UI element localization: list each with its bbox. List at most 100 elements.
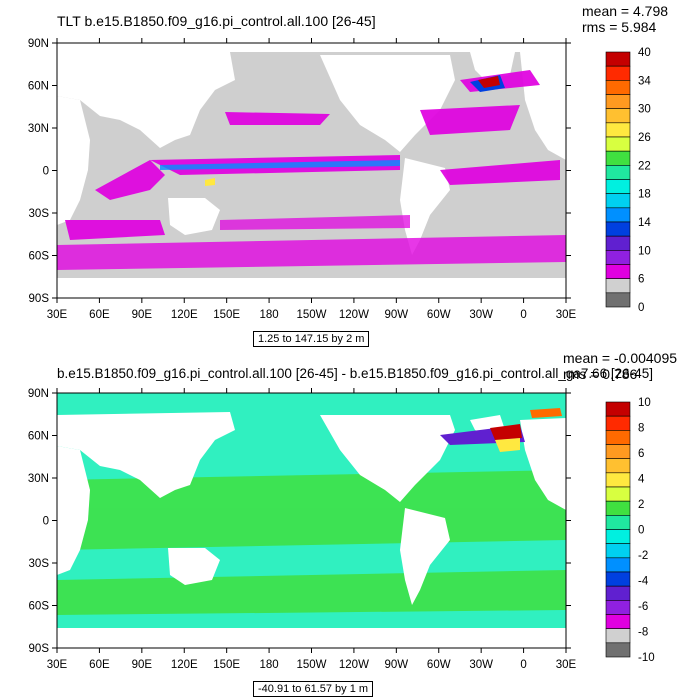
colorbar-swatch (605, 264, 631, 279)
colorbar-swatch (605, 108, 631, 124)
colorbar-swatch (605, 557, 631, 573)
lat-tick-label: 30N (28, 473, 49, 485)
lat-tick-label: 30S (29, 558, 50, 570)
panel1-hotspots (160, 75, 505, 186)
colorbar-swatch (605, 51, 631, 67)
colorbar-label: 14 (638, 217, 651, 229)
lon-tick-label: 30E (556, 659, 577, 671)
lon-tick-label: 120E (171, 309, 198, 321)
colorbar-swatch (605, 458, 631, 474)
lon-tick-label: 60E (89, 309, 110, 321)
colorbar-label: -2 (638, 550, 648, 562)
lon-tick-label: 150W (296, 659, 326, 671)
lat-tick-label: 0 (43, 516, 49, 528)
lon-tick-label: 60E (89, 659, 110, 671)
lon-tick-label: 120E (171, 659, 198, 671)
lat-tick-label: 0 (43, 166, 49, 178)
lat-tick-label: 60N (28, 81, 49, 93)
colorbar-label: 10 (638, 245, 651, 257)
colorbar-swatch (605, 165, 631, 180)
lon-tick-label: 90E (132, 659, 153, 671)
lon-tick-label: 0 (520, 309, 526, 321)
lat-tick-label: 30N (28, 123, 49, 135)
colorbar-swatch (605, 571, 631, 587)
colorbar-swatch (605, 179, 631, 194)
panel2-lat-axis: 90N 60N 30N 0 30S 60S 90S (28, 388, 571, 655)
colorbar-swatch (605, 235, 631, 251)
colorbar-label: 6 (638, 274, 644, 286)
lon-tick-label: 180 (259, 309, 278, 321)
lat-tick-label: 90N (28, 38, 49, 50)
lon-tick-label: 120W (339, 309, 369, 321)
lon-tick-label: 30E (556, 309, 577, 321)
colorbar-swatch (605, 642, 631, 658)
colorbar-swatch (605, 486, 631, 502)
colorbar-label: 30 (638, 104, 651, 116)
colorbar-swatch (605, 472, 631, 488)
colorbar-label: 0 (638, 525, 644, 537)
lon-tick-label: 30W (469, 309, 493, 321)
panel2-colorbar: 10 8 6 4 2 0 -2 -4 -6 -8 -10 (605, 397, 655, 664)
colorbar-swatch (605, 543, 631, 559)
lat-tick-label: 90S (29, 643, 50, 655)
panel2-map: 90N 60N 30N 0 30S 60S 90S 30E 60E 90E 120E 150E 180… (28, 388, 655, 671)
colorbar-label: 18 (638, 189, 651, 201)
lat-tick-label: 90S (29, 293, 50, 305)
colorbar-swatch (605, 401, 631, 417)
lon-tick-label: 30W (469, 659, 493, 671)
colorbar-swatch (605, 122, 631, 138)
colorbar-swatch (605, 444, 631, 459)
panel1-land (57, 43, 566, 298)
colorbar-swatch (605, 500, 631, 516)
colorbar-swatch (605, 585, 631, 601)
colorbar-label: 4 (638, 474, 645, 486)
lon-tick-label: 30E (47, 659, 68, 671)
panel1-field (57, 70, 566, 270)
lon-tick-label: 30E (47, 309, 68, 321)
lon-tick-label: 60W (427, 309, 451, 321)
lon-tick-label: 120W (339, 659, 369, 671)
colorbar-swatch (605, 600, 631, 615)
lat-tick-label: 30S (29, 208, 50, 220)
colorbar-swatch (605, 80, 631, 95)
lon-tick-label: 150W (296, 309, 326, 321)
panel2-hotspots (440, 408, 562, 452)
colorbar-label: -6 (638, 601, 648, 613)
colorbar-label: 2 (638, 499, 644, 511)
lon-tick-label: 180 (259, 659, 278, 671)
panel1-title: TLT b.e15.B1850.f09_g16.pi_control.all.1… (57, 13, 376, 29)
colorbar-label: 8 (638, 423, 644, 435)
colorbar-label: 26 (638, 132, 651, 144)
lat-tick-label: 90N (28, 388, 49, 400)
colorbar-swatch (605, 65, 631, 81)
colorbar-swatch (605, 278, 631, 294)
panel1-rms: rms = 5.984 (582, 19, 657, 35)
lon-tick-label: 60W (427, 659, 451, 671)
panel1-range: 1.25 to 147.15 by 2 m (253, 331, 370, 347)
colorbar-swatch (605, 515, 631, 530)
colorbar-swatch (605, 207, 631, 223)
lat-tick-label: 60N (28, 431, 49, 443)
lon-tick-label: 150E (213, 659, 240, 671)
colorbar-label: 6 (638, 448, 644, 460)
colorbar-swatch (605, 614, 631, 629)
panel2-rms: rms = 0.786 (563, 366, 638, 382)
panel2-lon-axis: 30E 60E 90E 120E 150E 180 150W 120W 90W 60W 30W 0 30… (47, 388, 577, 671)
lat-tick-label: 60S (29, 601, 50, 613)
colorbar-swatch (605, 193, 631, 209)
panel1-colorbar: 40 34 30 26 22 18 14 10 6 0 (605, 47, 651, 314)
lon-tick-label: 150E (213, 309, 240, 321)
colorbar-label: 40 (638, 47, 651, 59)
colorbar-label: 0 (638, 302, 644, 314)
lon-tick-label: 90W (385, 309, 409, 321)
colorbar-label: -4 (638, 576, 649, 588)
colorbar-swatch (605, 150, 631, 166)
panel1-lon-axis: 30E 60E 90E 120E 150E 180 150W 120W 90W 60W 30W 0 30… (47, 38, 577, 321)
colorbar-label: -8 (638, 627, 648, 639)
colorbar-swatch (605, 529, 631, 544)
panel1-mean: mean = 4.798 (582, 3, 669, 19)
colorbar-swatch (605, 250, 631, 265)
panel1-lat-axis: 90N 60N 30N 0 30S 60S 90S (28, 38, 571, 305)
panel2-range: -40.91 to 61.57 by 1 m (253, 681, 374, 697)
